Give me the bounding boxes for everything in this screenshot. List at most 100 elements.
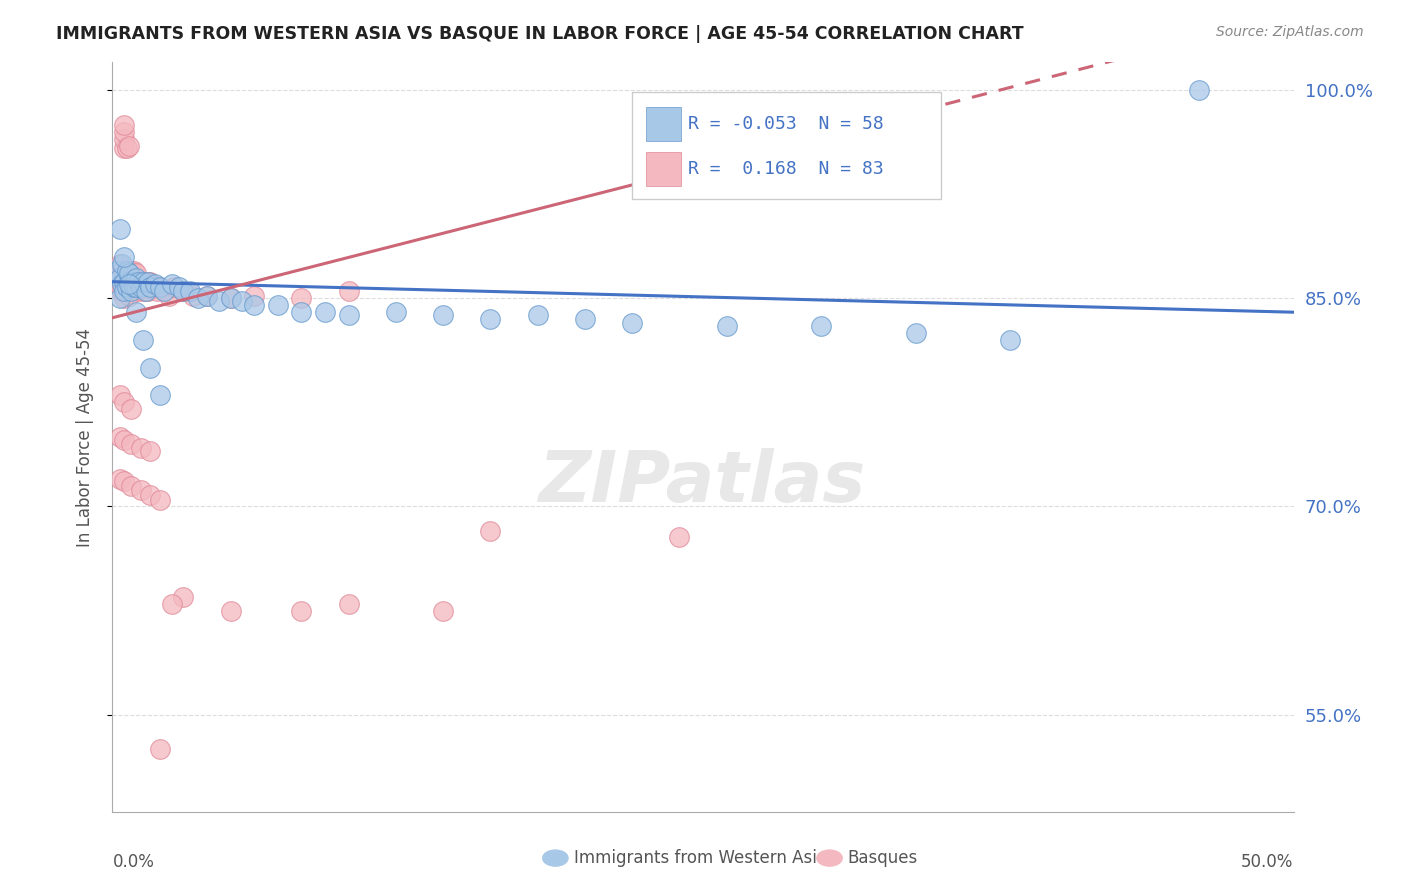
Point (118, 263, 141, 277)
Point (574, 312, 596, 326)
Point (122, 275, 145, 289)
Point (135, 285, 157, 299)
Point (243, 288, 266, 302)
Point (125, 280, 148, 294)
Point (219, 603, 242, 617)
Point (160, 277, 183, 292)
Text: Immigrants from Western Asia: Immigrants from Western Asia (574, 849, 827, 867)
Point (160, 597, 183, 611)
Point (135, 285, 157, 299)
Point (129, 483, 152, 497)
Point (108, 472, 131, 486)
Point (118, 266, 141, 280)
Point (120, 402, 142, 417)
Point (108, 257, 131, 271)
Point (290, 305, 312, 319)
Point (479, 312, 502, 326)
Point (621, 316, 644, 330)
Point (127, 275, 149, 289)
Point (998, 333, 1021, 347)
Point (172, 285, 194, 299)
Point (120, 280, 142, 294)
Point (142, 280, 165, 294)
Point (105, 263, 128, 277)
Point (108, 263, 131, 277)
Point (112, 125, 135, 139)
Point (127, 275, 149, 289)
Point (112, 475, 135, 489)
Point (112, 250, 135, 264)
Point (153, 285, 176, 299)
Point (337, 597, 360, 611)
Point (112, 285, 135, 299)
Point (172, 285, 194, 299)
Point (139, 360, 162, 375)
Point (120, 437, 142, 451)
Point (108, 388, 131, 402)
Point (167, 280, 190, 294)
Point (108, 285, 131, 299)
Point (108, 291, 131, 305)
Point (231, 294, 253, 309)
Point (122, 263, 145, 277)
Point (157, 288, 180, 302)
Point (149, 388, 172, 402)
Point (186, 291, 208, 305)
Point (125, 305, 148, 319)
Point (129, 275, 152, 289)
Point (136, 285, 159, 299)
Point (129, 280, 152, 294)
Point (179, 285, 201, 299)
Text: ZIPatlas: ZIPatlas (540, 448, 866, 516)
Point (115, 263, 138, 277)
Point (112, 291, 135, 305)
Point (219, 291, 242, 305)
Point (716, 319, 738, 334)
Point (115, 141, 138, 155)
Point (115, 285, 138, 299)
Point (904, 326, 927, 340)
Text: R =  0.168  N = 83: R = 0.168 N = 83 (689, 160, 884, 178)
Point (139, 444, 162, 458)
Point (111, 285, 134, 299)
Point (132, 285, 155, 299)
Point (125, 275, 148, 289)
Point (118, 277, 141, 292)
Point (195, 288, 218, 302)
Point (112, 275, 135, 289)
Point (143, 277, 166, 292)
Point (125, 270, 148, 285)
Point (120, 478, 142, 492)
Text: Source: ZipAtlas.com: Source: ZipAtlas.com (1216, 25, 1364, 39)
Point (479, 524, 502, 539)
Point (243, 298, 266, 312)
Point (112, 118, 135, 132)
Point (132, 333, 155, 347)
Point (118, 275, 141, 289)
Point (337, 308, 360, 322)
Point (526, 308, 548, 322)
Point (104, 277, 127, 292)
Point (668, 530, 690, 544)
Point (149, 492, 172, 507)
Point (108, 270, 131, 285)
Point (108, 430, 131, 444)
Point (108, 222, 131, 236)
Point (111, 257, 134, 271)
Text: 0.0%: 0.0% (112, 853, 155, 871)
Point (105, 275, 128, 289)
Point (129, 441, 152, 455)
Point (143, 280, 166, 294)
Point (219, 291, 242, 305)
Point (105, 263, 128, 277)
Point (111, 263, 134, 277)
Point (112, 395, 135, 409)
Point (111, 277, 134, 292)
Point (112, 433, 135, 447)
Point (120, 285, 142, 299)
Point (132, 275, 155, 289)
Point (125, 280, 148, 294)
Point (208, 294, 231, 309)
Point (112, 141, 135, 155)
Point (129, 280, 152, 294)
